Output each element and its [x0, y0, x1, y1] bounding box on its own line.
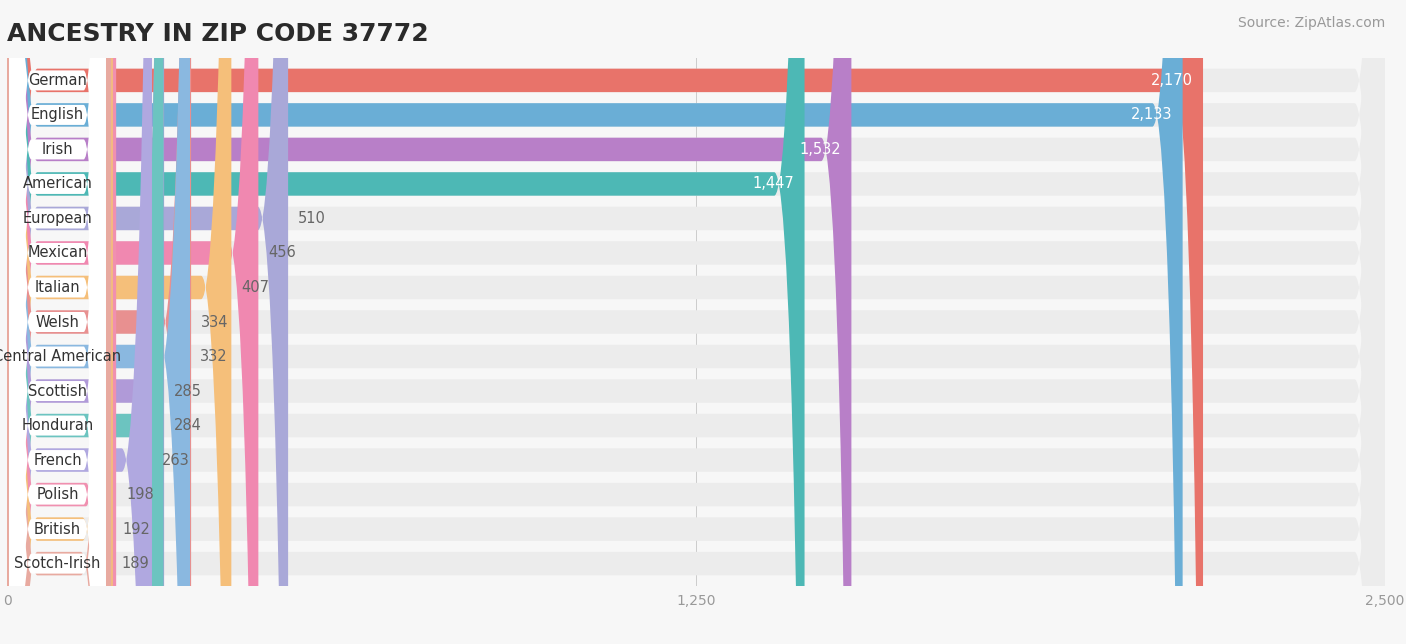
FancyBboxPatch shape	[7, 0, 288, 644]
FancyBboxPatch shape	[7, 0, 1385, 644]
FancyBboxPatch shape	[7, 0, 1385, 644]
FancyBboxPatch shape	[10, 0, 105, 644]
Text: 263: 263	[162, 453, 190, 468]
Text: 189: 189	[121, 556, 149, 571]
FancyBboxPatch shape	[7, 0, 1385, 644]
FancyBboxPatch shape	[10, 0, 105, 644]
FancyBboxPatch shape	[10, 0, 105, 644]
FancyBboxPatch shape	[7, 0, 232, 644]
Text: 285: 285	[174, 384, 202, 399]
FancyBboxPatch shape	[7, 0, 1385, 644]
Text: American: American	[22, 176, 93, 191]
Text: Honduran: Honduran	[21, 418, 94, 433]
Text: Mexican: Mexican	[27, 245, 87, 260]
FancyBboxPatch shape	[7, 0, 1385, 644]
FancyBboxPatch shape	[7, 0, 1385, 644]
FancyBboxPatch shape	[7, 0, 1182, 644]
Text: 192: 192	[122, 522, 150, 536]
FancyBboxPatch shape	[10, 0, 105, 644]
FancyBboxPatch shape	[10, 0, 105, 644]
FancyBboxPatch shape	[10, 0, 105, 644]
Text: English: English	[31, 108, 84, 122]
FancyBboxPatch shape	[7, 0, 1385, 644]
FancyBboxPatch shape	[7, 0, 152, 644]
FancyBboxPatch shape	[10, 0, 105, 644]
FancyBboxPatch shape	[10, 0, 105, 644]
Text: 334: 334	[201, 314, 229, 330]
FancyBboxPatch shape	[7, 0, 1385, 644]
FancyBboxPatch shape	[10, 0, 105, 644]
Text: 456: 456	[269, 245, 297, 260]
FancyBboxPatch shape	[10, 0, 105, 644]
FancyBboxPatch shape	[7, 0, 117, 644]
FancyBboxPatch shape	[7, 0, 190, 644]
Text: Welsh: Welsh	[35, 314, 79, 330]
FancyBboxPatch shape	[10, 0, 105, 644]
Text: 510: 510	[298, 211, 326, 226]
FancyBboxPatch shape	[7, 0, 1385, 644]
FancyBboxPatch shape	[7, 0, 1385, 644]
FancyBboxPatch shape	[7, 0, 1385, 644]
FancyBboxPatch shape	[7, 0, 1385, 644]
FancyBboxPatch shape	[7, 0, 852, 644]
FancyBboxPatch shape	[7, 0, 191, 644]
FancyBboxPatch shape	[7, 0, 1385, 644]
Text: French: French	[34, 453, 82, 468]
FancyBboxPatch shape	[7, 0, 259, 644]
FancyBboxPatch shape	[7, 0, 112, 644]
FancyBboxPatch shape	[7, 0, 111, 644]
Text: German: German	[28, 73, 87, 88]
FancyBboxPatch shape	[7, 0, 163, 644]
FancyBboxPatch shape	[7, 0, 1385, 644]
Text: Central American: Central American	[0, 349, 121, 364]
Text: 198: 198	[127, 487, 153, 502]
Text: 1,532: 1,532	[800, 142, 841, 157]
Text: 1,447: 1,447	[752, 176, 794, 191]
Text: Irish: Irish	[42, 142, 73, 157]
FancyBboxPatch shape	[10, 0, 105, 644]
Text: Italian: Italian	[35, 280, 80, 295]
FancyBboxPatch shape	[10, 0, 105, 644]
Text: Scottish: Scottish	[28, 384, 87, 399]
Text: European: European	[22, 211, 93, 226]
Text: ANCESTRY IN ZIP CODE 37772: ANCESTRY IN ZIP CODE 37772	[7, 23, 429, 46]
FancyBboxPatch shape	[10, 0, 105, 644]
FancyBboxPatch shape	[7, 0, 1204, 644]
Text: 284: 284	[173, 418, 201, 433]
Text: Source: ZipAtlas.com: Source: ZipAtlas.com	[1237, 16, 1385, 30]
Text: Scotch-Irish: Scotch-Irish	[14, 556, 101, 571]
Text: 2,170: 2,170	[1152, 73, 1194, 88]
Text: 2,133: 2,133	[1132, 108, 1173, 122]
Text: British: British	[34, 522, 82, 536]
FancyBboxPatch shape	[10, 0, 105, 644]
FancyBboxPatch shape	[7, 0, 804, 644]
FancyBboxPatch shape	[7, 0, 1385, 644]
FancyBboxPatch shape	[7, 0, 165, 644]
Text: Polish: Polish	[37, 487, 79, 502]
Text: 407: 407	[242, 280, 270, 295]
Text: 332: 332	[200, 349, 228, 364]
